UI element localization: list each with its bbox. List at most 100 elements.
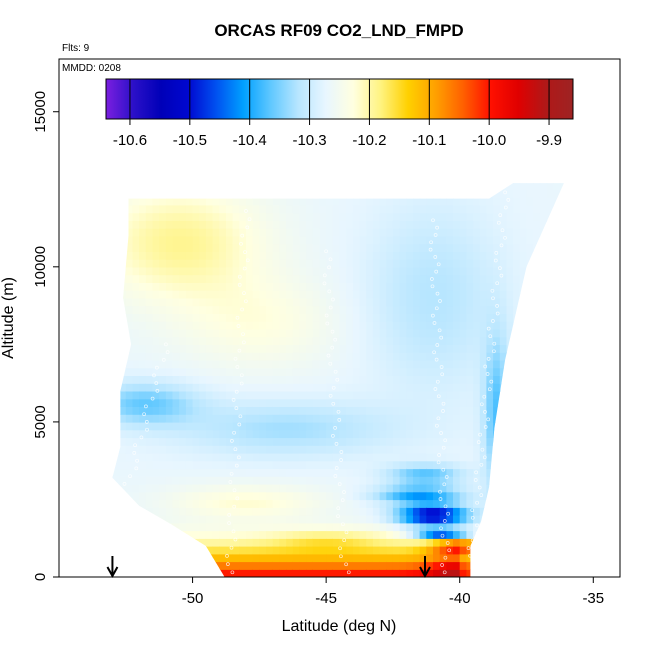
- heatmap-cell: [219, 183, 227, 190]
- heatmap-cell: [513, 212, 521, 221]
- heatmap-cell: [252, 251, 260, 260]
- heatmap-cell: [239, 251, 247, 260]
- heatmap-cell: [352, 204, 361, 214]
- heatmap-cell: [560, 174, 567, 182]
- heatmap-cell: [159, 297, 167, 307]
- heatmap-cell: [152, 452, 160, 462]
- heatmap-cell: [519, 328, 528, 338]
- heatmap-cell: [332, 290, 341, 299]
- heatmap-cell: [246, 445, 254, 454]
- heatmap-cell: [426, 220, 434, 229]
- heatmap-cell: [286, 390, 294, 400]
- heatmap-cell: [299, 359, 307, 369]
- heatmap-cell: [499, 515, 508, 524]
- heatmap-cell: [152, 491, 160, 501]
- heatmap-cell: [239, 499, 247, 508]
- heatmap-cell: [433, 546, 441, 555]
- heatmap-cell: [199, 445, 207, 454]
- heatmap-cell: [366, 546, 374, 555]
- heatmap-cell: [286, 259, 294, 268]
- heatmap-cell: [399, 561, 407, 570]
- heatmap-cell: [539, 414, 548, 423]
- heatmap-cell: [559, 538, 564, 547]
- heatmap-cell: [553, 569, 561, 577]
- heatmap-cell: [326, 220, 334, 229]
- heatmap-cell: [112, 445, 114, 454]
- heatmap-cell: [159, 359, 167, 369]
- heatmap-cell: [286, 437, 294, 446]
- heatmap-cell: [152, 390, 160, 400]
- heatmap-cell: [279, 359, 287, 369]
- heatmap-cell: [172, 282, 180, 291]
- heatmap-cell: [226, 321, 234, 330]
- heatmap-cell: [526, 259, 534, 268]
- heatmap-cell: [199, 546, 207, 555]
- heatmap-cell: [559, 561, 564, 570]
- heatmap-cell: [466, 414, 474, 423]
- heatmap-cell: [252, 235, 260, 245]
- heatmap-cell: [272, 530, 280, 539]
- heatmap-cell: [185, 530, 194, 539]
- heatmap-cell: [413, 243, 421, 252]
- heatmap-cell: [346, 414, 354, 423]
- heatmap-cell: [219, 321, 227, 330]
- heatmap-cell: [292, 321, 301, 330]
- heatmap-cell: [392, 390, 401, 400]
- heatmap-cell: [185, 266, 194, 276]
- heatmap-cell: [119, 546, 127, 555]
- heatmap-cell: [252, 259, 260, 268]
- heatmap-cell: [326, 328, 334, 338]
- heatmap-cell: [499, 507, 508, 516]
- heatmap-cell: [386, 313, 394, 322]
- heatmap-cell: [352, 212, 361, 221]
- heatmap-cell: [272, 212, 280, 221]
- heatmap-cell: [533, 251, 541, 260]
- track-point: [437, 328, 442, 333]
- heatmap-cell: [486, 414, 494, 423]
- heatmap-cell: [339, 507, 347, 516]
- heatmap-cell: [499, 390, 508, 400]
- heatmap-cell: [379, 352, 387, 361]
- heatmap-cell: [352, 452, 361, 462]
- heatmap-cell: [519, 383, 528, 392]
- heatmap-cell: [419, 499, 427, 508]
- heatmap-cell: [493, 515, 501, 524]
- heatmap-cell: [292, 367, 301, 376]
- heatmap-cell: [212, 445, 220, 454]
- heatmap-cell: [272, 476, 280, 485]
- heatmap-cell: [379, 321, 387, 330]
- heatmap-cell: [513, 359, 521, 369]
- heatmap-cell: [185, 421, 194, 431]
- heatmap-cell: [326, 507, 334, 516]
- heatmap-cell: [433, 569, 441, 577]
- heatmap-cell: [379, 305, 387, 314]
- heatmap-cell: [125, 414, 134, 423]
- heatmap-cell: [212, 429, 220, 439]
- heatmap-cell: [539, 483, 548, 493]
- heatmap-cell: [132, 429, 140, 439]
- heatmap-cell: [399, 437, 407, 446]
- heatmap-cell: [112, 313, 120, 322]
- heatmap-cell: [499, 406, 508, 415]
- heatmap-cell: [419, 305, 427, 314]
- heatmap-cell: [192, 491, 200, 501]
- heatmap-cell: [386, 367, 394, 376]
- heatmap-cell: [426, 398, 434, 407]
- heatmap-cell: [139, 398, 147, 407]
- heatmap-cell: [259, 321, 267, 330]
- track-point: [227, 521, 231, 525]
- heatmap-cell: [439, 414, 447, 423]
- heatmap-cell: [219, 429, 227, 439]
- heatmap-cell: [399, 290, 407, 299]
- heatmap-cell: [259, 491, 267, 501]
- heatmap-cell: [219, 251, 227, 260]
- heatmap-cell: [192, 367, 200, 376]
- heatmap-cell: [559, 499, 564, 508]
- track-point: [327, 265, 331, 270]
- heatmap-cell: [279, 452, 287, 462]
- heatmap-cell: [286, 305, 294, 314]
- heatmap-cell: [119, 569, 127, 577]
- heatmap-cell: [299, 375, 307, 384]
- heatmap-cell: [266, 406, 274, 415]
- heatmap-cell: [426, 212, 434, 221]
